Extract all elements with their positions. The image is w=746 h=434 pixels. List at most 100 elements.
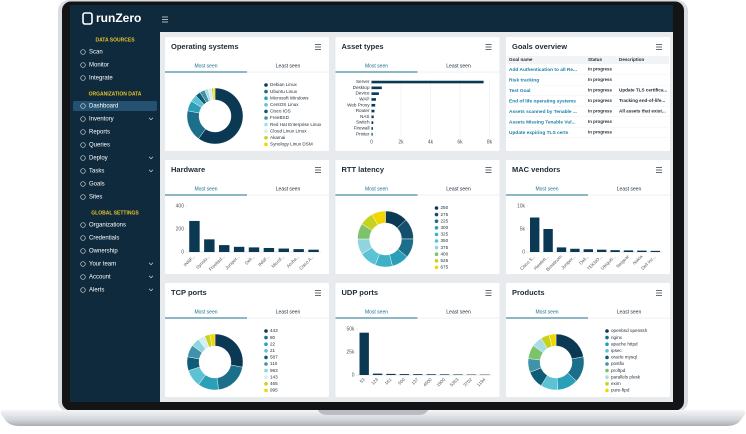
legend-swatch [264, 136, 268, 140]
legend-swatch [435, 252, 439, 256]
goal-description: Update TLS certifica... [619, 88, 667, 93]
tab-label: Least seen [276, 309, 301, 315]
bar [372, 104, 376, 107]
legend-swatch [605, 349, 609, 353]
legend-swatch [264, 96, 268, 100]
bar [234, 247, 244, 252]
x-tick-label: 0 [370, 139, 373, 145]
y-tick-label: 5k [520, 226, 526, 232]
legend-label: Cisco IOS [270, 109, 291, 114]
y-tick-label: 25k [346, 349, 355, 355]
card-title: Products [512, 288, 545, 297]
legend-swatch [264, 143, 268, 147]
legend-swatch [264, 336, 268, 340]
legend-label: 993 [270, 368, 278, 373]
legend-swatch [435, 226, 439, 230]
card [165, 283, 329, 397]
goal-name[interactable]: End of life operating systems [509, 98, 576, 104]
legend-swatch [605, 389, 609, 393]
bar [372, 92, 379, 95]
legend-swatch [264, 123, 268, 127]
card-title: Hardware [171, 165, 205, 174]
legend-swatch [264, 103, 268, 107]
legend-swatch [264, 329, 268, 333]
legend-swatch [435, 233, 439, 237]
nav-label: Deploy [89, 156, 108, 162]
legend-label: CentOS Linux [270, 102, 299, 107]
bar [440, 374, 449, 375]
y-tick-label: 0 [352, 372, 355, 378]
sidebar-section-title: DATA SOURCES [95, 37, 135, 43]
legend-label: 21 [270, 348, 276, 353]
bar [453, 374, 462, 375]
tab-label: Most seen [194, 63, 217, 69]
legend-label: oracle mysql [611, 355, 637, 360]
goal-status: In progress [588, 88, 612, 93]
x-tick-label: 2k [398, 139, 404, 145]
legend-label: Microsoft Windows [270, 95, 309, 100]
legend-label: ipsec [611, 348, 622, 353]
legend-swatch [605, 342, 609, 346]
bar [413, 374, 422, 375]
legend-label: FreeBSD [270, 115, 290, 120]
bar [557, 247, 566, 252]
goal-status: In progress [588, 77, 612, 82]
legend-label: 443 [270, 328, 278, 333]
goal-name[interactable]: Test Goal [509, 88, 531, 94]
y-tick-label: Server [356, 79, 370, 84]
legend-swatch [264, 362, 268, 366]
card-title: MAC vendors [512, 165, 560, 174]
legend-swatch [264, 90, 268, 94]
legend-label: Debian Linux [270, 82, 298, 87]
tab-label: Least seen [617, 186, 642, 192]
bar [386, 374, 395, 375]
y-tick-label: 0 [181, 249, 184, 255]
goal-name[interactable]: Assets Missing Tenable Vul... [509, 119, 576, 125]
legend-swatch [264, 83, 268, 87]
legend-swatch [435, 259, 439, 263]
y-tick-label: Router [356, 108, 370, 113]
bar [543, 229, 552, 252]
legend-label: 80 [270, 335, 276, 340]
y-tick-label: Switch [356, 120, 370, 125]
table-header: Description [619, 57, 644, 62]
goal-name[interactable]: Update expiring TLS certs [509, 130, 569, 136]
tab-label: Most seen [194, 186, 217, 192]
nav-label: Monitor [89, 63, 109, 69]
legend-label: 143 [270, 374, 278, 379]
legend-label: Synology Linux DSM [270, 142, 313, 147]
legend-label: nginx [611, 335, 623, 340]
legend-label: 465 [270, 381, 278, 386]
bar [189, 221, 199, 252]
y-tick-label: NAS [360, 114, 369, 119]
legend-swatch [264, 382, 268, 386]
nav-label: Scan [89, 50, 103, 56]
goal-name[interactable]: Risk tracking [509, 77, 539, 83]
y-tick-label: Firewall [354, 126, 370, 131]
legend-label: 400 [441, 251, 449, 256]
bar [372, 116, 374, 119]
legend-label: Ubuntu Linux [270, 89, 298, 94]
card [336, 160, 500, 274]
tab-label: Most seen [194, 309, 217, 315]
x-tick-label: 6k [457, 139, 463, 145]
tab-label: Most seen [365, 186, 388, 192]
bar [279, 249, 289, 252]
card-title: TCP ports [171, 288, 207, 297]
nav-item[interactable]: Dashboard [73, 101, 157, 111]
x-tick-label: 8k [487, 139, 493, 145]
goal-name[interactable]: Add Authentication to all Re... [509, 67, 577, 73]
legend-swatch [435, 213, 439, 217]
bar [360, 333, 369, 375]
x-tick-label: 4k [428, 139, 434, 145]
bar [597, 250, 606, 252]
base-notch [318, 410, 428, 415]
legend-label: 995 [270, 388, 278, 393]
card-title: RTT latency [342, 165, 385, 174]
legend-swatch [264, 369, 268, 373]
legend-label: openbsd openssh [611, 328, 648, 333]
logo[interactable]: runZero [96, 11, 141, 25]
legend-label: Akamai [270, 135, 285, 140]
goal-name[interactable]: Assets scanned by Tenable ... [509, 109, 577, 115]
legend-label: Cloud Linux Linux [270, 128, 307, 133]
